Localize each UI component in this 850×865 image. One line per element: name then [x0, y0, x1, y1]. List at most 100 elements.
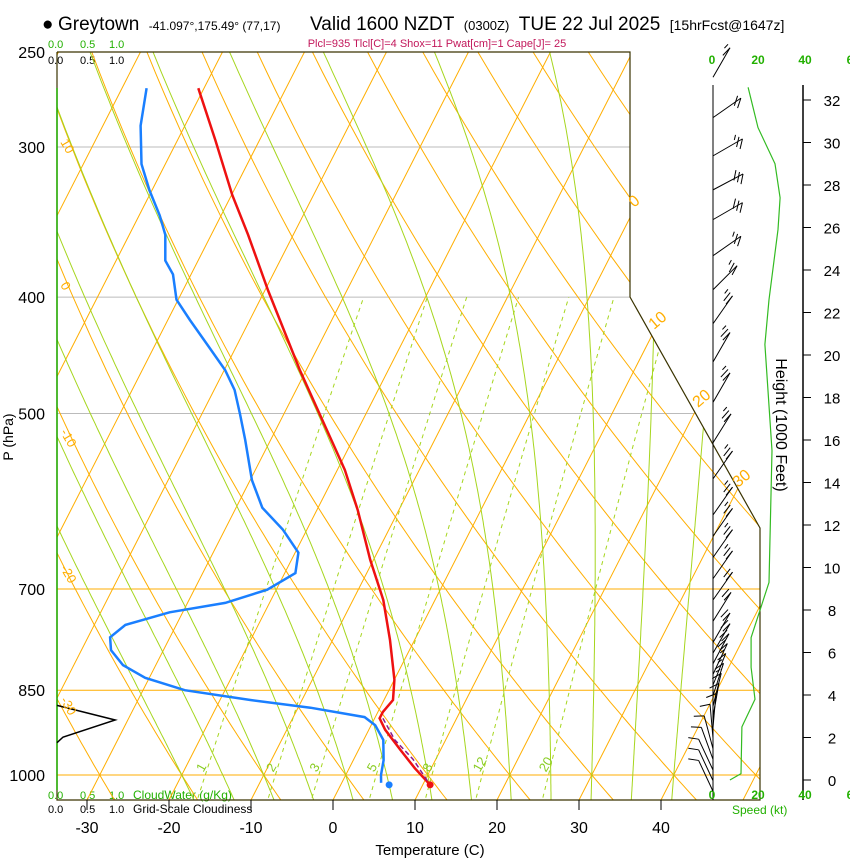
barb-half-feather	[734, 135, 735, 140]
speed-tick-label: 40	[798, 788, 812, 802]
location-coords: -41.097°,175.49° (77,17)	[149, 19, 281, 33]
wind-barb	[713, 326, 730, 362]
barb-staff	[713, 266, 737, 290]
moist-adiabat	[225, 41, 472, 805]
barb-staff	[713, 333, 730, 362]
y-tick-label: 1000	[9, 768, 45, 785]
height-tick-label: 26	[824, 221, 841, 238]
barb-feather	[691, 727, 701, 728]
x-tick-label: -10	[239, 820, 262, 837]
height-tick-label: 20	[824, 348, 841, 365]
barb-half-feather	[729, 260, 731, 265]
mixing-ratio-line	[196, 297, 364, 805]
cloud-tick: 0.5	[80, 804, 95, 816]
y-tick-label: 300	[18, 140, 45, 157]
x-tick-label: 30	[570, 820, 588, 837]
wind-barb	[713, 135, 742, 156]
height-tick-label: 10	[824, 561, 841, 578]
wind-barb	[713, 630, 729, 664]
cloud-tick: 0.5	[80, 39, 95, 51]
y-axis-title: P (hPa)	[0, 413, 16, 460]
speed-tick-label: 20	[751, 53, 765, 67]
height-tick-label: 2	[828, 731, 836, 748]
barb-feather	[741, 174, 743, 184]
barb-half-feather	[723, 407, 726, 411]
mixing-ratio-line	[368, 297, 519, 805]
dry-adiabat-label: -10	[57, 426, 79, 450]
utc-time: (0300Z)	[464, 18, 510, 33]
barb-feather	[688, 759, 698, 761]
wind-barb	[713, 232, 741, 256]
cloud-tick: 0.0	[48, 804, 63, 816]
barb-half-feather	[725, 544, 728, 548]
dry-adiabat-label: -30	[57, 694, 79, 718]
cloudwater-scale-bottom: 0.0 0.5 1.0 CloudWater (g/Kg) 0.0 0.5 1.…	[48, 788, 252, 816]
isotherm-label: 10	[646, 309, 671, 334]
height-tick-label: 22	[824, 306, 841, 323]
cloud-tick: 1.0	[109, 804, 124, 816]
y-tick-label: 850	[18, 683, 45, 700]
speed-tick-label: 6	[847, 53, 850, 67]
location-name: Greytown	[58, 14, 139, 35]
wind-barb	[713, 199, 742, 220]
cloud-tick: 0.0	[48, 39, 63, 51]
barb-half-feather	[725, 523, 728, 527]
y-tick-label: 400	[18, 290, 45, 307]
dry-adiabat	[793, 31, 850, 806]
barb-half-feather	[733, 232, 735, 237]
moist-adiabat	[547, 41, 595, 805]
wind-barb	[713, 289, 733, 323]
speed-axis-title: Speed (kt)	[732, 803, 787, 817]
cloud-tick: 0.0	[48, 55, 63, 67]
barb-staff	[713, 48, 730, 77]
wind-barb	[713, 544, 733, 578]
wind-panel: 0246810121416182022242628303200202040406…	[688, 44, 850, 802]
moist-adiabat	[0, 41, 315, 805]
header: ● Greytown -41.097°,175.49° (77,17) Vali…	[42, 14, 784, 35]
speed-tick-label: 20	[751, 788, 765, 802]
mixing-ratio-label: 5	[364, 760, 381, 774]
y-tick-label: 250	[18, 45, 45, 62]
isotherm-label: 0	[626, 192, 644, 211]
height-tick-label: 4	[828, 688, 836, 705]
valid-time: Valid 1600 NZDT	[310, 14, 455, 35]
barb-feather	[688, 748, 698, 750]
barb-half-feather	[722, 326, 726, 330]
barb-half-feather	[724, 44, 728, 48]
x-tick-label: 10	[406, 820, 424, 837]
speed-tick-label: 40	[798, 53, 812, 67]
x-axis-title: Temperature (C)	[375, 842, 484, 859]
stability-indices: Plcl=935 Tlcl[C]=4 Shox=11 Pwat[cm]=1 Ca…	[308, 38, 567, 50]
barb-half-feather	[722, 366, 726, 370]
surface-temperature-dot	[427, 781, 434, 788]
dry-adiabat	[629, 31, 850, 806]
x-tick-label: 0	[329, 820, 338, 837]
height-tick-label: 30	[824, 136, 841, 153]
plot-frame	[57, 52, 760, 800]
barb-feather	[688, 738, 698, 740]
wind-barb	[713, 407, 731, 443]
location-bullet: ●	[42, 14, 53, 35]
x-tick-label: 20	[488, 820, 506, 837]
y-tick-label: 700	[18, 582, 45, 599]
wind-barb	[713, 170, 743, 190]
wind-barb	[713, 481, 733, 515]
height-tick-label: 14	[824, 476, 841, 493]
height-tick-label: 24	[824, 263, 841, 280]
barb-half-feather	[725, 481, 728, 485]
speed-tick-label: 6	[847, 788, 850, 802]
height-tick-label: 32	[824, 93, 841, 110]
valid-date: TUE 22 Jul 2025	[519, 14, 661, 35]
forecast-info: [15hrFcst@1647z]	[670, 17, 785, 33]
mixing-ratio-label: 1	[193, 760, 210, 774]
height-tick-label: 28	[824, 178, 841, 195]
mixing-ratio-label: 3	[306, 760, 323, 774]
mixing-ratio-line	[541, 297, 673, 805]
height-axis-title: Height (1000 Feet)	[772, 358, 789, 491]
surface-dewpoint-dot	[386, 781, 393, 788]
barb-staff	[713, 98, 741, 118]
barb-half-feather	[725, 289, 728, 293]
height-tick-label: 6	[828, 646, 836, 663]
